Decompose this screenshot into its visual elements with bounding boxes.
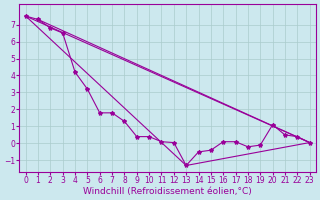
- X-axis label: Windchill (Refroidissement éolien,°C): Windchill (Refroidissement éolien,°C): [83, 187, 252, 196]
